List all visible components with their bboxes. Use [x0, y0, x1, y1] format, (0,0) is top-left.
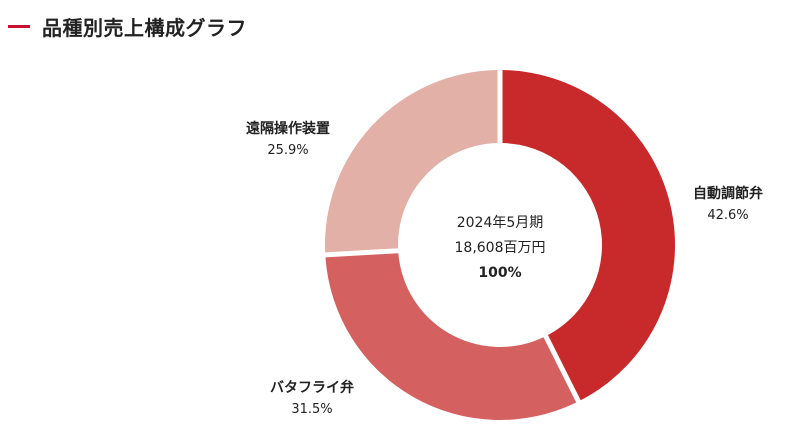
- title-accent-bar: [8, 24, 30, 28]
- slice-category-label: 自動調節弁: [693, 185, 763, 202]
- donut-slice: [502, 70, 675, 401]
- donut-slice: [325, 253, 577, 421]
- donut-slice: [325, 70, 498, 253]
- slice-category-label: バタフライ弁: [270, 379, 354, 396]
- donut-slices: [325, 70, 675, 421]
- center-label: 2024年5月期 18,608百万円 100%: [455, 215, 546, 281]
- chart-header: 品種別売上構成グラフ: [8, 8, 247, 44]
- slice-labels: 自動調節弁 42.6% バタフライ弁 31.5% 遠隔操作装置 25.9%: [246, 120, 763, 417]
- slice-value-label: 25.9%: [267, 143, 308, 158]
- center-period: 2024年5月期: [457, 215, 544, 231]
- center-total: 18,608百万円: [455, 240, 546, 256]
- center-percent: 100%: [478, 265, 521, 281]
- slice-category-label: 遠隔操作装置: [246, 120, 330, 137]
- chart-title: 品種別売上構成グラフ: [42, 15, 247, 40]
- slice-value-label: 42.6%: [707, 208, 748, 223]
- slice-value-label: 31.5%: [291, 402, 332, 417]
